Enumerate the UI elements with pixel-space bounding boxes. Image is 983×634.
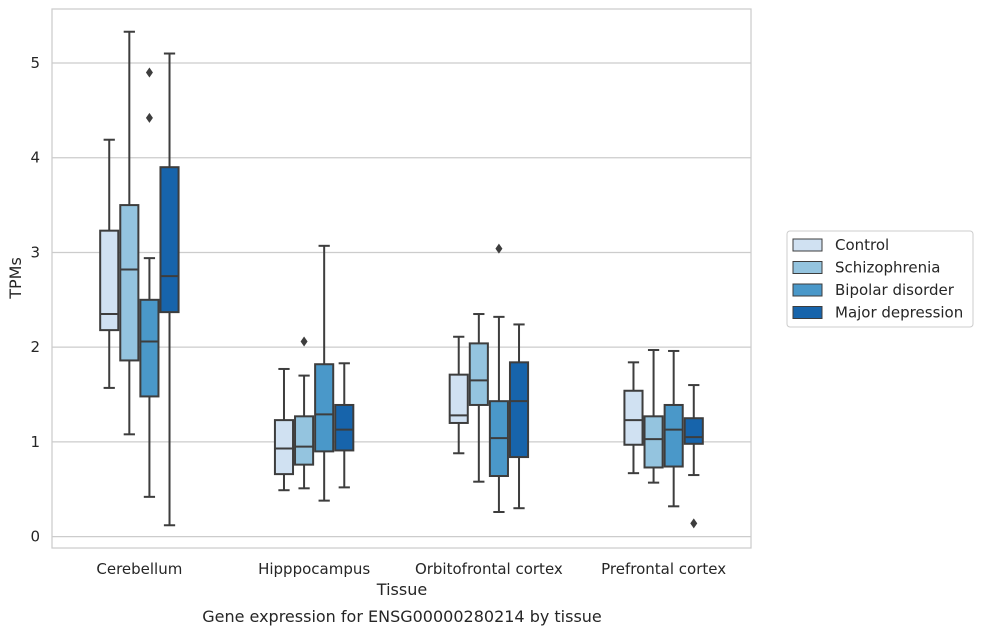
box-body (99, 229, 120, 332)
legend-label: Major depression (835, 304, 963, 322)
x-tick-label-0: Cerebellum (96, 560, 182, 578)
box-body (119, 204, 140, 362)
box-body (683, 417, 704, 445)
box-outlier (495, 243, 503, 254)
box-group (663, 349, 684, 508)
box-body (623, 389, 644, 446)
box-body (334, 403, 355, 452)
plot-frame (51, 8, 752, 549)
x-tick-label-2: Orbitofrontal cortex (415, 560, 563, 578)
box-outlier (300, 336, 308, 347)
box-body (468, 342, 489, 406)
box-group (508, 323, 530, 510)
box-outlier (145, 112, 153, 123)
box-outlier (690, 518, 698, 529)
box-group (643, 349, 664, 484)
y-tick-label-3: 3 (30, 243, 40, 261)
legend-label: Bipolar disorder (835, 281, 955, 299)
boxes-layer (99, 30, 704, 529)
legend: Control Schizophrenia Bipolar disorder Majo… (786, 230, 974, 328)
legend-swatch (792, 283, 823, 297)
y-tick-label-5: 5 (30, 54, 40, 72)
box-body (314, 363, 335, 453)
box-body (294, 415, 315, 466)
x-axis-label: Tissue (376, 580, 427, 599)
box-body (448, 373, 469, 424)
box-group (314, 244, 335, 502)
box-body (273, 419, 295, 476)
box-group (294, 336, 315, 490)
legend-frame (786, 230, 974, 328)
box-group (468, 313, 489, 483)
box-outlier (145, 67, 153, 78)
legend-label: Control (835, 236, 889, 254)
x-tick-label-3: Prefrontal cortex (601, 560, 726, 578)
box-body (139, 298, 160, 398)
y-tick-labels: 0 1 2 3 4 5 (30, 54, 40, 546)
y-tick-label-4: 4 (30, 149, 40, 167)
y-tick-label-1: 1 (30, 433, 40, 451)
box-body (663, 403, 684, 468)
legend-swatch (792, 238, 823, 252)
x-tick-label-1: Hipppocampus (258, 560, 370, 578)
box-body (508, 361, 530, 459)
y-axis-label: TPMs (6, 257, 25, 300)
box-group (683, 384, 704, 529)
legend-label: Schizophrenia (835, 259, 940, 277)
box-group (488, 243, 509, 514)
y-tick-label-0: 0 (30, 528, 40, 546)
box-group (448, 335, 469, 455)
box-group (334, 362, 355, 489)
box-group (99, 138, 120, 389)
x-tick-labels: Cerebellum Hipppocampus Orbitofrontal cort… (96, 560, 726, 578)
legend-swatch (792, 261, 823, 274)
box-group (159, 52, 180, 527)
box-group (139, 67, 160, 498)
y-tick-label-2: 2 (30, 338, 40, 356)
box-body (643, 415, 664, 469)
legend-swatch (792, 306, 823, 319)
box-group (623, 361, 644, 475)
box-body (159, 166, 180, 314)
box-group (273, 367, 295, 492)
chart-caption: Gene expression for ENSG00000280214 by t… (202, 607, 602, 626)
box-group (119, 30, 140, 436)
